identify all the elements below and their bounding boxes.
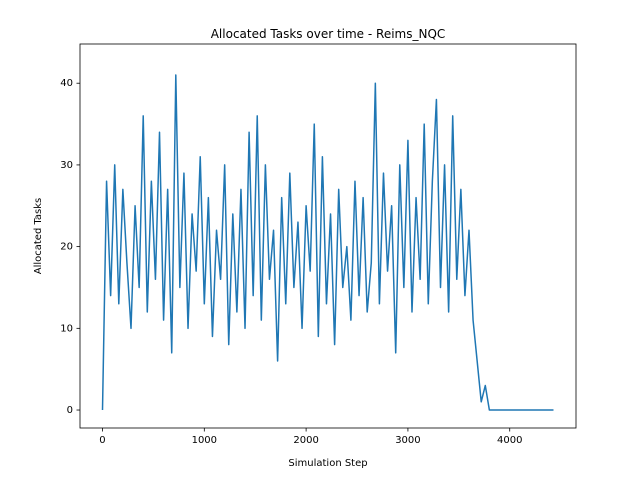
x-tick-label: 4000: [497, 435, 522, 446]
x-tick-label: 2000: [293, 435, 318, 446]
x-tick-label: 3000: [395, 435, 420, 446]
y-tick-label: 40: [60, 78, 73, 89]
y-tick-label: 20: [60, 242, 73, 253]
y-axis-label: Allocated Tasks: [33, 198, 44, 275]
y-tick-label: 30: [60, 160, 73, 171]
plot-frame: [79, 43, 577, 429]
chart-title: Allocated Tasks over time - Reims_NQC: [211, 27, 446, 41]
data-line: [101, 74, 554, 411]
y-tick-label: 0: [67, 405, 73, 416]
x-tick-label: 1000: [192, 435, 217, 446]
y-tick-label: 10: [60, 323, 73, 334]
x-tick-label: 0: [99, 435, 105, 446]
x-axis-label: Simulation Step: [288, 458, 367, 469]
